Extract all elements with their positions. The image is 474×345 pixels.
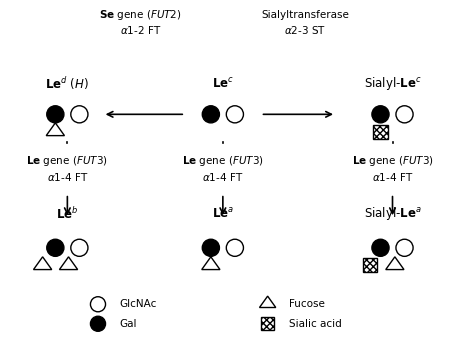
Polygon shape: [259, 296, 276, 307]
Text: Gal: Gal: [119, 319, 137, 329]
Bar: [374, 125, 388, 139]
Text: Sialyl-$\mathbf{Le}^c$: Sialyl-$\mathbf{Le}^c$: [364, 75, 421, 92]
Text: $\alpha$1-4 FT: $\alpha$1-4 FT: [372, 171, 413, 183]
Circle shape: [47, 106, 64, 123]
Text: Sialyltransferase: Sialyltransferase: [261, 10, 349, 20]
Polygon shape: [202, 257, 220, 269]
Circle shape: [91, 297, 106, 312]
Circle shape: [226, 106, 244, 123]
Text: Sialyl-$\mathbf{Le}^a$: Sialyl-$\mathbf{Le}^a$: [364, 205, 421, 222]
Polygon shape: [46, 123, 64, 136]
Text: $\mathbf{Le}^d$ $(\mathit{H})$: $\mathbf{Le}^d$ $(\mathit{H})$: [46, 75, 89, 92]
Circle shape: [202, 239, 219, 256]
Polygon shape: [34, 257, 52, 269]
Text: $\alpha$1-4 FT: $\alpha$1-4 FT: [202, 171, 244, 183]
Circle shape: [91, 316, 106, 331]
Bar: [261, 317, 274, 330]
Circle shape: [372, 239, 389, 256]
Circle shape: [372, 106, 389, 123]
Text: $\mathbf{Le}^c$: $\mathbf{Le}^c$: [212, 77, 234, 90]
Polygon shape: [386, 257, 404, 269]
Text: $\mathbf{Le}^b$: $\mathbf{Le}^b$: [56, 206, 79, 221]
Circle shape: [396, 106, 413, 123]
Text: $\mathbf{Le}$ gene ($\mathit{FUT3}$): $\mathbf{Le}$ gene ($\mathit{FUT3}$): [182, 154, 264, 168]
Circle shape: [396, 239, 413, 256]
Circle shape: [226, 239, 244, 256]
Text: $\alpha$1-2 FT: $\alpha$1-2 FT: [120, 24, 161, 37]
Text: GlcNAc: GlcNAc: [119, 299, 156, 309]
Circle shape: [47, 239, 64, 256]
Circle shape: [71, 239, 88, 256]
Polygon shape: [59, 257, 78, 269]
Text: $\mathbf{Le}$ gene ($\mathit{FUT3}$): $\mathbf{Le}$ gene ($\mathit{FUT3}$): [352, 154, 433, 168]
Circle shape: [71, 106, 88, 123]
Text: $\mathbf{Se}$ gene ($\mathit{FUT2}$): $\mathbf{Se}$ gene ($\mathit{FUT2}$): [99, 8, 182, 22]
Text: $\alpha$1-4 FT: $\alpha$1-4 FT: [46, 171, 88, 183]
Circle shape: [202, 106, 219, 123]
Text: $\mathbf{Le}$ gene ($\mathit{FUT3}$): $\mathbf{Le}$ gene ($\mathit{FUT3}$): [27, 154, 108, 168]
Text: $\alpha$2-3 ST: $\alpha$2-3 ST: [284, 24, 326, 37]
Text: Fucose: Fucose: [289, 299, 325, 309]
Text: Sialic acid: Sialic acid: [289, 319, 342, 329]
Bar: [363, 258, 377, 273]
Text: $\mathbf{Le}^a$: $\mathbf{Le}^a$: [212, 207, 234, 220]
